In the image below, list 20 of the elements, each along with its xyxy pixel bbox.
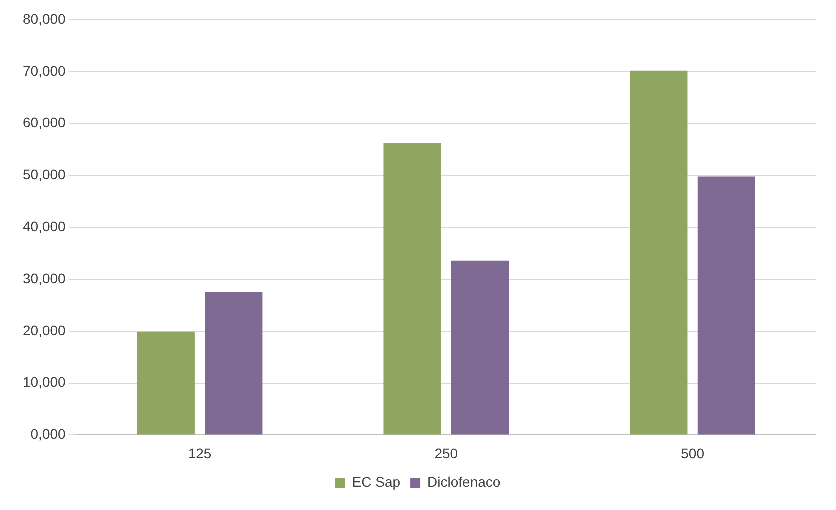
y-tick-label: 70,000 xyxy=(22,62,66,79)
y-tick-label: 0,000 xyxy=(30,426,66,442)
x-tick-label: 250 xyxy=(434,445,458,462)
y-tick-label: 50,000 xyxy=(22,166,66,183)
bar xyxy=(698,176,756,435)
bar xyxy=(384,143,442,435)
legend-label: Diclofenaco xyxy=(428,474,501,490)
y-tick-label: 60,000 xyxy=(22,114,66,131)
y-tick-label: 80,000 xyxy=(22,10,66,27)
legend-label: EC Sap xyxy=(352,474,401,490)
x-tick-label: 125 xyxy=(188,445,212,462)
bar xyxy=(630,70,688,435)
y-tick-label: 20,000 xyxy=(22,322,66,338)
bar xyxy=(451,260,510,435)
x-tick-label: 500 xyxy=(681,445,705,462)
bar xyxy=(137,332,195,435)
y-tick-label: 10,000 xyxy=(22,374,66,390)
y-tick-label: 40,000 xyxy=(22,218,66,234)
y-tick-label: 30,000 xyxy=(22,270,66,286)
bar xyxy=(205,292,263,435)
